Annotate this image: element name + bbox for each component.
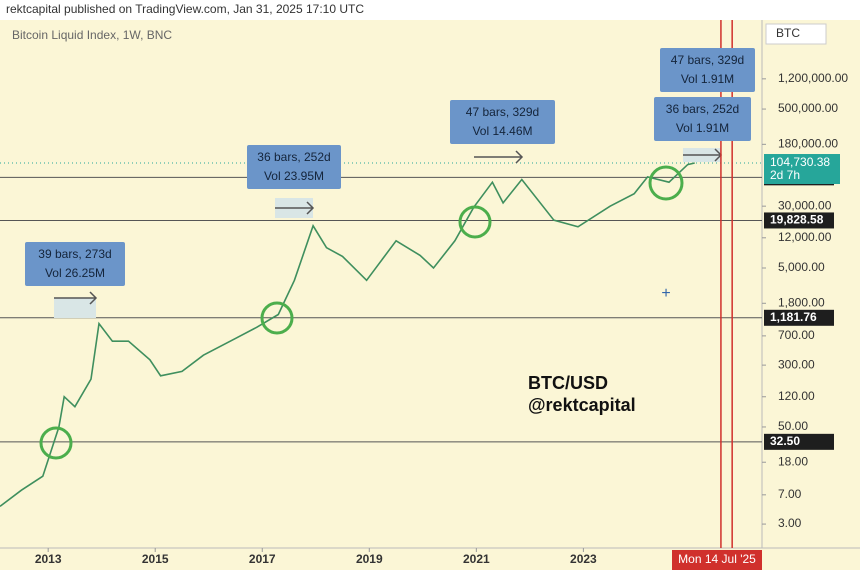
range-box	[54, 298, 96, 318]
y-tick-label: 500,000.00	[778, 101, 838, 115]
annotation-text: Vol 26.25M	[45, 266, 105, 280]
annotation-box	[660, 48, 755, 92]
annotation-text: Vol 1.91M	[676, 121, 729, 135]
annotation-text: 47 bars, 329d	[671, 53, 744, 67]
last-price-label: 104,730.38	[770, 155, 830, 169]
annotation-text: 39 bars, 273d	[38, 247, 111, 261]
y-tick-label: 7.00	[778, 487, 802, 501]
x-tick-label: 2017	[249, 552, 276, 566]
y-tick-label: 700.00	[778, 328, 815, 342]
y-tick-label: 30,000.00	[778, 198, 832, 212]
x-tick-label: 2023	[570, 552, 597, 566]
annotation-text: 36 bars, 252d	[257, 150, 330, 164]
range-arrow	[89, 291, 98, 305]
ranges	[54, 148, 723, 318]
y-tick-label: 12,000.00	[778, 230, 832, 244]
price-axis	[762, 20, 860, 548]
level-tag	[764, 309, 834, 326]
watermark: BTC/USD	[528, 373, 608, 393]
annotation-box	[450, 100, 555, 144]
y-tick-label: 300.00	[778, 357, 815, 371]
annotation-box	[247, 145, 341, 189]
y-tick-label: 3.00	[778, 516, 802, 530]
level-tag	[764, 212, 834, 229]
highlight-circle	[458, 205, 492, 239]
countdown: 2d 7h	[770, 168, 800, 182]
header-bar	[0, 0, 860, 20]
level-label: 1,181.76	[770, 310, 817, 324]
highlight-circle	[39, 426, 73, 460]
y-tick-label: 18.00	[778, 454, 808, 468]
symbol: BTC	[776, 26, 800, 40]
x-tick-label: 2015	[142, 552, 169, 566]
level-tag	[764, 433, 834, 450]
last-price-tag	[764, 154, 840, 185]
x-tick-label: 2013	[35, 552, 62, 566]
range-arrow	[306, 201, 315, 215]
y-tick-label: 1,800.00	[778, 295, 825, 309]
annotation-box	[25, 242, 125, 286]
y-tick-label: 1,200,000.00	[778, 71, 848, 85]
annotation-text: 47 bars, 329d	[466, 105, 539, 119]
date-label: Mon 14 Jul '25	[678, 552, 756, 566]
crosshair: +	[661, 285, 670, 302]
level-label: 32.50	[770, 434, 800, 448]
price-line	[0, 162, 695, 508]
plot	[0, 162, 762, 508]
highlights	[39, 165, 684, 460]
chart-title: Bitcoin Liquid Index, 1W, BNC	[12, 28, 172, 42]
highlight-circle	[260, 301, 294, 335]
range-arrow	[515, 150, 524, 164]
header: rektcapital published on TradingView.com…	[6, 2, 364, 16]
x-tick-label: 2021	[463, 552, 490, 566]
annotation-box	[654, 97, 751, 141]
watermark: @rektcapital	[528, 395, 636, 415]
y-tick-label: 120.00	[778, 389, 815, 403]
y-tick-label: 180,000.00	[778, 136, 838, 150]
date-tag	[672, 550, 762, 570]
level-label: 19,828.58	[770, 213, 824, 227]
symbol-box	[765, 23, 827, 45]
annotation-text: Vol 23.95M	[264, 169, 324, 183]
annotation-text: Vol 1.91M	[681, 72, 734, 86]
annotation-text: Vol 14.46M	[472, 124, 532, 138]
y-tick-label: 50.00	[778, 419, 808, 433]
annotation-text: 36 bars, 252d	[666, 102, 739, 116]
y-tick-label: 5,000.00	[778, 260, 825, 274]
highlight-circle	[648, 165, 684, 201]
x-tick-label: 2019	[356, 552, 383, 566]
